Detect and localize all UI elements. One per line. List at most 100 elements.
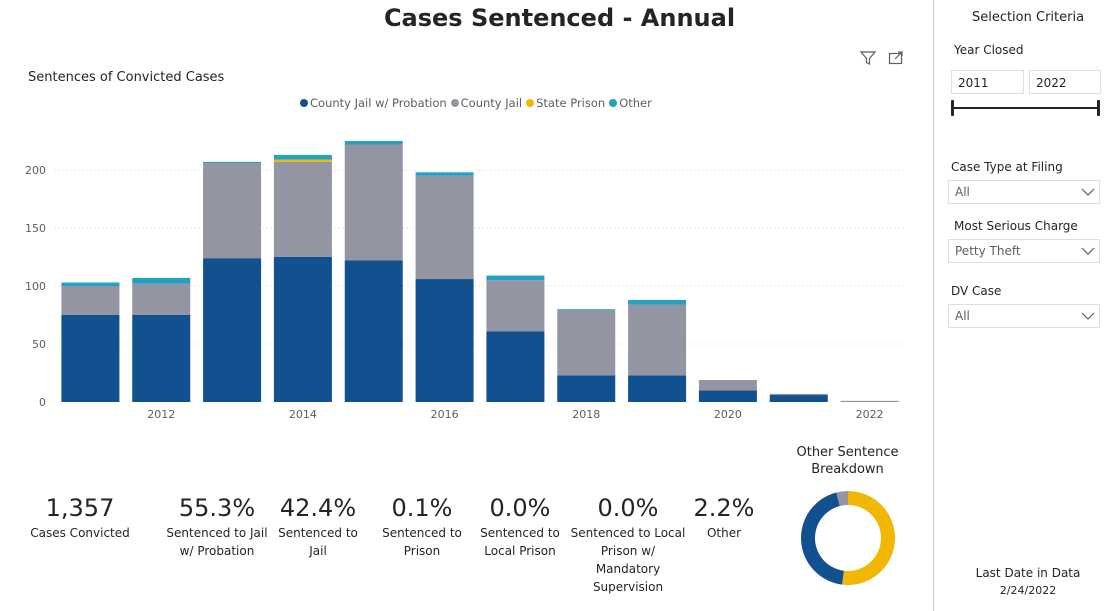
panel-divider xyxy=(933,0,934,611)
x-tick-label: 2020 xyxy=(714,408,742,421)
kpi-prison: 0.1% Sentenced to Prison xyxy=(378,494,466,560)
year-slider-start-handle[interactable] xyxy=(951,100,954,116)
kpi-value: 0.1% xyxy=(391,494,453,522)
x-tick-label: 2012 xyxy=(147,408,175,421)
donut-slice[interactable] xyxy=(801,492,844,585)
kpi-local-prison: 0.0% Sentenced to Local Prison xyxy=(474,494,566,560)
case-type-value: All xyxy=(955,185,970,199)
year-slider-end-handle[interactable] xyxy=(1097,100,1100,116)
bar-segment[interactable] xyxy=(273,154,332,160)
y-tick-label: 200 xyxy=(25,164,46,177)
bar-segment[interactable] xyxy=(698,379,757,391)
bar-segment[interactable] xyxy=(415,172,474,176)
bar-segment[interactable] xyxy=(415,175,474,280)
kpi-label: Sentenced to Prison xyxy=(382,526,462,558)
y-tick-label: 150 xyxy=(25,222,46,235)
donut-title: Other Sentence Breakdown xyxy=(796,445,899,477)
dv-case-label: DV Case xyxy=(951,284,1002,298)
charge-dropdown[interactable]: Petty Theft xyxy=(948,239,1100,263)
bar-segment[interactable] xyxy=(486,275,545,281)
chevron-down-icon xyxy=(1081,312,1095,320)
kpi-value: 1,357 xyxy=(45,494,115,522)
chart-legend: County Jail w/ Probation County Jail State… xyxy=(300,96,656,110)
y-tick-label: 50 xyxy=(32,338,46,351)
year-from-input[interactable]: 2011 xyxy=(951,70,1024,94)
kpi-jail: 42.4% Sentenced to Jail xyxy=(272,494,364,560)
bar-segment[interactable] xyxy=(486,331,545,402)
bar-segment[interactable] xyxy=(628,304,687,376)
kpi-label: Cases Convicted xyxy=(30,526,130,540)
bar-segment[interactable] xyxy=(344,141,403,145)
panel-title: Selection Criteria xyxy=(971,10,1085,25)
kpi-label: Other xyxy=(706,526,742,540)
bar-segment[interactable] xyxy=(132,277,191,284)
bar-segment[interactable] xyxy=(273,159,332,162)
kpi-jail-probation: 55.3% Sentenced to Jail w/ Probation xyxy=(162,494,272,560)
charge-value: Petty Theft xyxy=(955,244,1021,258)
kpi-cases-convicted: 1,357 Cases Convicted xyxy=(20,494,140,542)
legend-item[interactable]: County Jail w/ Probation xyxy=(300,96,447,110)
bar-segment[interactable] xyxy=(344,144,403,261)
donut-chart xyxy=(801,491,895,585)
last-date-value: 2/24/2022 xyxy=(999,584,1057,597)
chevron-down-icon xyxy=(1081,247,1095,255)
bar-segment[interactable] xyxy=(61,286,120,315)
kpi-value: 0.0% xyxy=(597,494,659,522)
bar-segment[interactable] xyxy=(203,258,262,402)
donut-slice[interactable] xyxy=(836,491,848,507)
x-tick-label: 2014 xyxy=(289,408,317,421)
bar-segment[interactable] xyxy=(344,260,403,402)
dv-case-dropdown[interactable]: All xyxy=(948,304,1100,328)
year-closed-label: Year Closed xyxy=(954,43,1024,57)
bar-segment[interactable] xyxy=(557,310,616,376)
legend-dot-icon xyxy=(450,99,459,107)
last-date-label: Last Date in Data xyxy=(975,566,1081,580)
bar-segment[interactable] xyxy=(769,395,828,402)
legend-item[interactable]: County Jail xyxy=(450,96,522,110)
bar-segment[interactable] xyxy=(203,161,262,164)
bar-segment[interactable] xyxy=(486,280,545,332)
bar-segment[interactable] xyxy=(769,393,828,396)
filter-icon[interactable] xyxy=(859,49,877,67)
kpi-value: 42.4% xyxy=(279,494,357,522)
bar-segment[interactable] xyxy=(273,161,332,257)
kpi-value: 2.2% xyxy=(693,494,755,522)
bar-segment[interactable] xyxy=(132,283,191,315)
bar-segment[interactable] xyxy=(61,315,120,402)
charge-label: Most Serious Charge xyxy=(954,219,1078,233)
bar-segment[interactable] xyxy=(557,375,616,402)
focus-mode-icon[interactable] xyxy=(887,49,905,67)
bar-segment[interactable] xyxy=(628,299,687,305)
year-slider-track[interactable] xyxy=(952,107,1100,109)
bar-segment[interactable] xyxy=(628,375,687,402)
legend-dot-icon xyxy=(609,99,618,107)
bar-segment[interactable] xyxy=(415,279,474,402)
year-to-input[interactable]: 2022 xyxy=(1029,70,1101,94)
legend-item[interactable]: State Prison xyxy=(526,96,605,110)
legend-dot-icon xyxy=(300,99,308,107)
bar-segment[interactable] xyxy=(557,309,616,311)
x-tick-label: 2022 xyxy=(856,408,884,421)
kpi-label: Sentenced to Local Prison xyxy=(480,526,560,558)
bar-segment[interactable] xyxy=(132,315,191,402)
chevron-down-icon xyxy=(1081,188,1095,196)
bar-segment[interactable] xyxy=(61,282,120,286)
chart-title: Sentences of Convicted Cases xyxy=(28,70,225,85)
dv-case-value: All xyxy=(955,309,970,323)
kpi-label: Sentenced to Jail w/ Probation xyxy=(166,526,268,558)
case-type-dropdown[interactable]: All xyxy=(948,180,1100,204)
stacked-bar-chart: 0 50 100 150 200 2012 2014 2016 2018 2020 2022 xyxy=(25,141,905,421)
kpi-local-prison-mandatory: 0.0% Sentenced to Local Prison w/ Mandat… xyxy=(569,494,687,596)
donut-slice[interactable] xyxy=(842,491,895,585)
bar-segment[interactable] xyxy=(840,400,899,402)
kpi-label: Sentenced to Local Prison w/ Mandatory S… xyxy=(570,526,686,594)
bar-segment[interactable] xyxy=(273,257,332,402)
y-tick-label: 0 xyxy=(39,396,46,409)
bar-segment[interactable] xyxy=(203,163,262,259)
x-tick-label: 2018 xyxy=(572,408,600,421)
bar-segment[interactable] xyxy=(698,390,757,402)
kpi-other: 2.2% Other xyxy=(690,494,758,542)
legend-item[interactable]: Other xyxy=(609,96,652,110)
kpi-value: 55.3% xyxy=(178,494,256,522)
case-type-label: Case Type at Filing xyxy=(951,160,1063,174)
